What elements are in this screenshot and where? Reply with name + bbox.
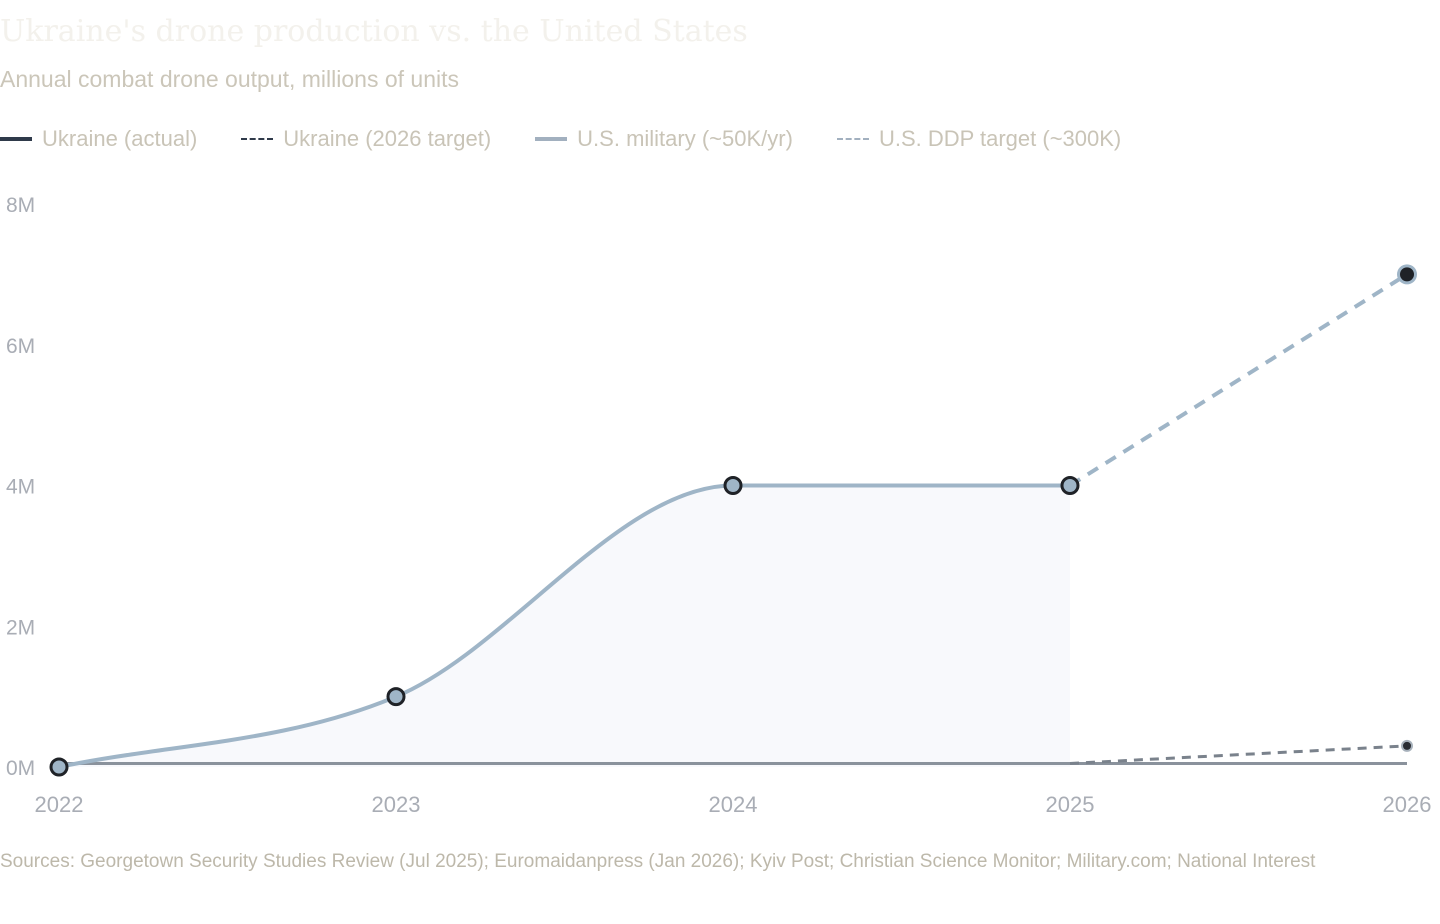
marker-layer bbox=[49, 264, 1417, 777]
legend-swatch-dashed-dark bbox=[241, 138, 274, 140]
chart-legend: Ukraine (actual) Ukraine (2026 target) U… bbox=[0, 126, 1165, 152]
y-tick-label: 4M bbox=[6, 476, 35, 499]
x-axis-ticks: 2022 2023 2024 2025 2026 bbox=[35, 792, 1432, 817]
legend-item-us-military[interactable]: U.S. military (~50K/yr) bbox=[535, 126, 793, 152]
x-tick-label: 2025 bbox=[1046, 792, 1095, 817]
y-tick-label: 0M bbox=[6, 757, 35, 780]
y-tick-label: 6M bbox=[6, 335, 35, 358]
x-tick-label: 2023 bbox=[372, 792, 421, 817]
legend-swatch-solid-light bbox=[535, 137, 568, 141]
chart-title: Ukraine's drone production vs. the Unite… bbox=[0, 14, 748, 49]
chart-subtitle: Annual combat drone output, millions of … bbox=[0, 66, 459, 92]
ukraine-target-line bbox=[1068, 272, 1409, 488]
legend-label: Ukraine (actual) bbox=[42, 126, 198, 151]
legend-label: Ukraine (2026 target) bbox=[283, 126, 492, 151]
x-tick-label: 2024 bbox=[709, 792, 758, 817]
x-tick-label: 2022 bbox=[35, 792, 84, 817]
ukraine-actual-point bbox=[386, 687, 406, 707]
ukraine-actual-area bbox=[59, 485, 1070, 767]
legend-swatch-dashed-light bbox=[836, 138, 869, 140]
sources-note: Sources: Georgetown Security Studies Rev… bbox=[0, 851, 1316, 872]
legend-item-us-ddp-target[interactable]: U.S. DDP target (~300K) bbox=[836, 126, 1122, 152]
series-layer bbox=[57, 272, 1409, 769]
legend-swatch-solid-dark bbox=[0, 137, 32, 141]
ukraine-actual-point bbox=[723, 476, 743, 495]
us-ddp-target-line bbox=[1069, 744, 1408, 765]
x-tick-label: 2026 bbox=[1383, 792, 1432, 817]
legend-item-ukraine-target[interactable]: Ukraine (2026 target) bbox=[241, 126, 491, 152]
ukraine-actual-point bbox=[1060, 476, 1080, 495]
line-chart: 0M 2M 4M 6M 8M 2022 2023 2024 2025 2026 bbox=[6, 194, 1432, 817]
legend-label: U.S. military (~50K/yr) bbox=[577, 126, 793, 151]
legend-label: U.S. DDP target (~300K) bbox=[878, 126, 1122, 151]
legend-item-ukraine-actual[interactable]: Ukraine (actual) bbox=[0, 126, 197, 152]
us-ddp-target-point bbox=[1403, 741, 1411, 750]
y-tick-label: 8M bbox=[6, 194, 35, 217]
ukraine-target-point bbox=[1400, 267, 1414, 282]
ukraine-actual-point bbox=[49, 757, 69, 777]
ukraine-actual-line bbox=[57, 483, 1072, 769]
y-tick-label: 2M bbox=[6, 616, 35, 639]
y-axis-ticks: 0M 2M 4M 6M 8M bbox=[6, 194, 35, 780]
